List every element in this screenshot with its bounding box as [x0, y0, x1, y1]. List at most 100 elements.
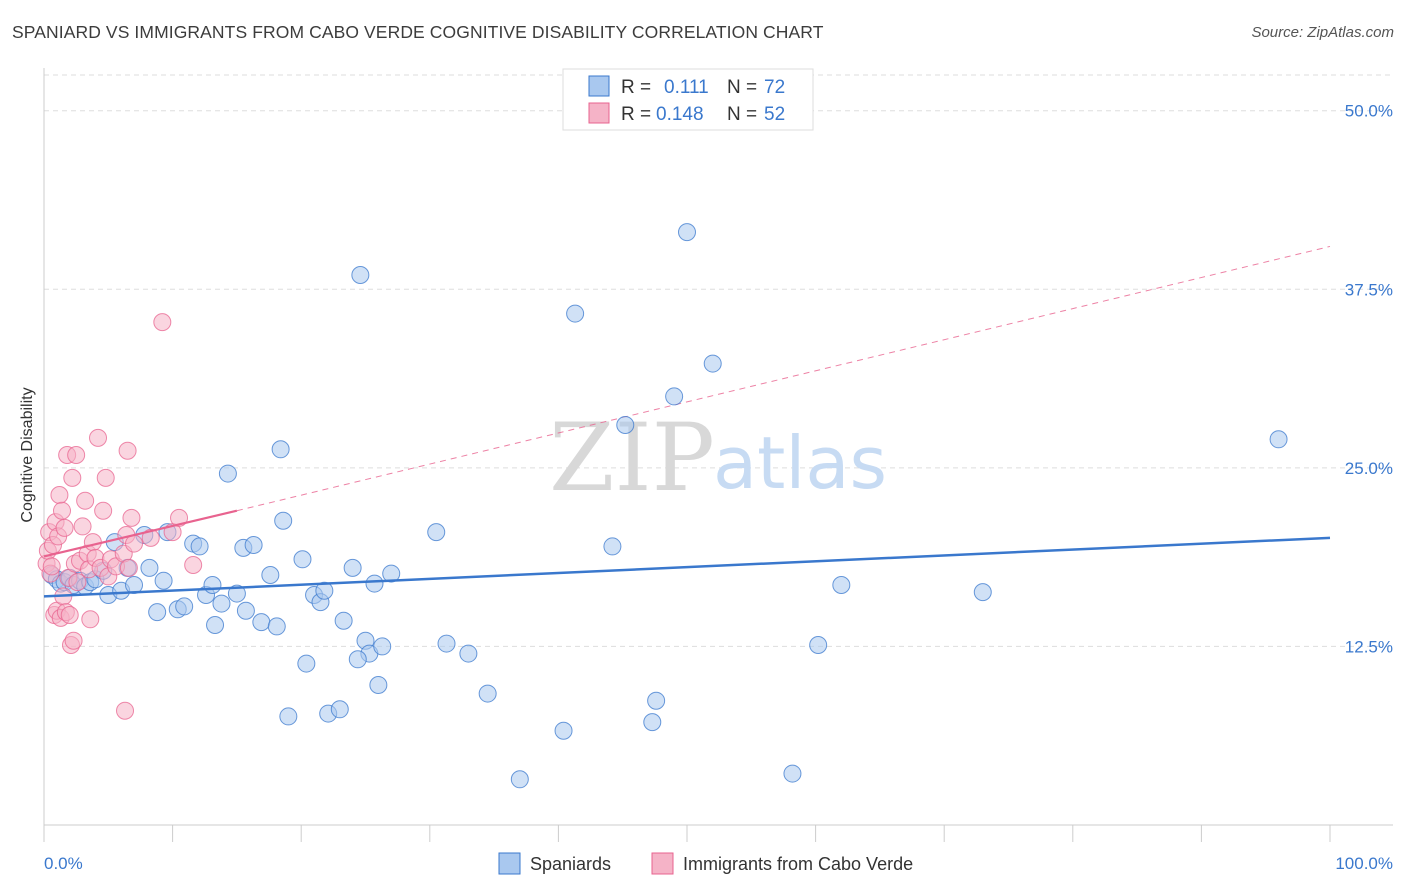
- bottom-legend-label-cabo-verde: Immigrants from Cabo Verde: [683, 854, 913, 874]
- point-cabo-verde: [89, 428, 108, 447]
- point-spaniards: [261, 566, 280, 584]
- bottom-legend: Spaniards Immigrants from Cabo Verde: [498, 852, 913, 875]
- point-spaniards: [334, 611, 353, 630]
- point-spaniards: [832, 576, 851, 594]
- point-spaniards: [973, 583, 992, 602]
- point-spaniards: [665, 387, 684, 406]
- point-cabo-verde: [118, 441, 137, 460]
- legend-r-label-1: R =: [621, 77, 651, 98]
- point-cabo-verde: [64, 631, 83, 650]
- point-spaniards: [566, 304, 585, 323]
- point-spaniards: [154, 571, 173, 590]
- trend-lines: [43, 509, 1331, 598]
- point-spaniards: [244, 536, 263, 554]
- trend-cabo-verde-extended: [236, 245, 1331, 512]
- point-spaniards: [279, 707, 298, 726]
- point-cabo-verde: [42, 557, 61, 576]
- point-cabo-verde: [67, 446, 86, 464]
- legend-n-value-1: 72: [764, 77, 785, 98]
- legend-r-value-2: 0.148: [656, 104, 704, 125]
- legend-r-label-2: R =: [621, 104, 651, 125]
- point-cabo-verde: [81, 610, 100, 629]
- point-spaniards: [330, 700, 349, 719]
- point-spaniards: [267, 617, 286, 636]
- point-cabo-verde: [55, 518, 74, 537]
- point-spaniards: [478, 684, 497, 703]
- y-tick-labels: 12.5% 25.0% 37.5% 50.0%: [1345, 102, 1393, 657]
- point-cabo-verde: [50, 486, 69, 504]
- point-spaniards: [554, 721, 573, 740]
- data-points: [37, 223, 1288, 789]
- point-cabo-verde: [153, 313, 172, 332]
- point-spaniards: [703, 354, 722, 373]
- x-tick-label-max: 100.0%: [1335, 854, 1393, 873]
- point-cabo-verde: [122, 508, 141, 527]
- point-spaniards: [175, 597, 194, 616]
- legend-swatch-spaniards: [588, 75, 610, 97]
- watermark-atlas: atlas: [713, 421, 887, 505]
- point-cabo-verde: [63, 468, 82, 487]
- point-cabo-verde: [116, 701, 135, 720]
- point-spaniards: [274, 511, 293, 530]
- point-spaniards: [373, 637, 392, 656]
- legend-n-label-1: N =: [727, 77, 757, 98]
- y-tick-label: 50.0%: [1345, 102, 1393, 121]
- legend-r-value-1: 0.111: [664, 77, 709, 98]
- point-cabo-verde: [94, 501, 113, 520]
- point-spaniards: [236, 601, 255, 620]
- point-spaniards: [203, 576, 222, 594]
- bottom-legend-swatch-spaniards: [498, 852, 521, 875]
- legend-n-value-2: 52: [764, 104, 785, 125]
- point-spaniards: [1269, 430, 1288, 449]
- watermark: ZIP atlas: [549, 404, 887, 513]
- legend-n-label-2: N =: [727, 104, 757, 125]
- point-spaniards: [427, 523, 446, 542]
- trend-dashed: [236, 245, 1331, 512]
- point-cabo-verde: [119, 558, 138, 577]
- trend-cabo-verde: [43, 509, 238, 558]
- point-spaniards: [212, 594, 231, 613]
- point-spaniards: [678, 223, 696, 242]
- point-spaniards: [148, 603, 167, 622]
- trend-spaniards: [43, 536, 1331, 598]
- point-spaniards: [783, 764, 802, 783]
- point-spaniards: [459, 644, 478, 663]
- point-cabo-verde: [53, 501, 72, 520]
- point-spaniards: [252, 613, 271, 632]
- point-cabo-verde: [76, 491, 95, 510]
- axes: [43, 68, 1393, 842]
- bottom-legend-swatch-cabo-verde: [651, 852, 674, 875]
- point-spaniards: [603, 537, 622, 556]
- point-spaniards: [140, 558, 159, 577]
- point-spaniards: [297, 654, 316, 673]
- point-cabo-verde: [83, 533, 102, 552]
- point-spaniards: [643, 713, 662, 732]
- point-spaniards: [437, 634, 456, 653]
- point-spaniards: [271, 440, 290, 459]
- point-cabo-verde: [141, 528, 160, 547]
- y-tick-label: 12.5%: [1345, 637, 1393, 656]
- point-spaniards: [293, 550, 312, 569]
- point-spaniards: [351, 266, 370, 284]
- point-spaniards: [206, 616, 225, 634]
- point-cabo-verde: [184, 556, 203, 574]
- point-spaniards: [510, 770, 529, 789]
- y-tick-label: 25.0%: [1345, 459, 1393, 478]
- point-cabo-verde: [170, 508, 189, 527]
- point-spaniards: [365, 574, 384, 593]
- point-spaniards: [809, 636, 828, 654]
- bottom-legend-label-spaniards: Spaniards: [530, 854, 611, 874]
- point-spaniards: [218, 464, 237, 483]
- point-spaniards: [343, 558, 362, 577]
- point-cabo-verde: [73, 517, 92, 536]
- point-spaniards: [382, 564, 401, 583]
- source-label: Source: ZipAtlas.com: [1251, 24, 1394, 41]
- point-spaniards: [190, 537, 209, 556]
- point-spaniards: [616, 416, 635, 434]
- legend-box: R = 0.111 N = 72 R = 0.148 N = 52: [562, 68, 814, 131]
- chart-title: SPANIARD VS IMMIGRANTS FROM CABO VERDE C…: [12, 22, 824, 42]
- point-cabo-verde: [68, 573, 87, 592]
- point-spaniards: [348, 650, 367, 669]
- point-spaniards: [227, 584, 246, 603]
